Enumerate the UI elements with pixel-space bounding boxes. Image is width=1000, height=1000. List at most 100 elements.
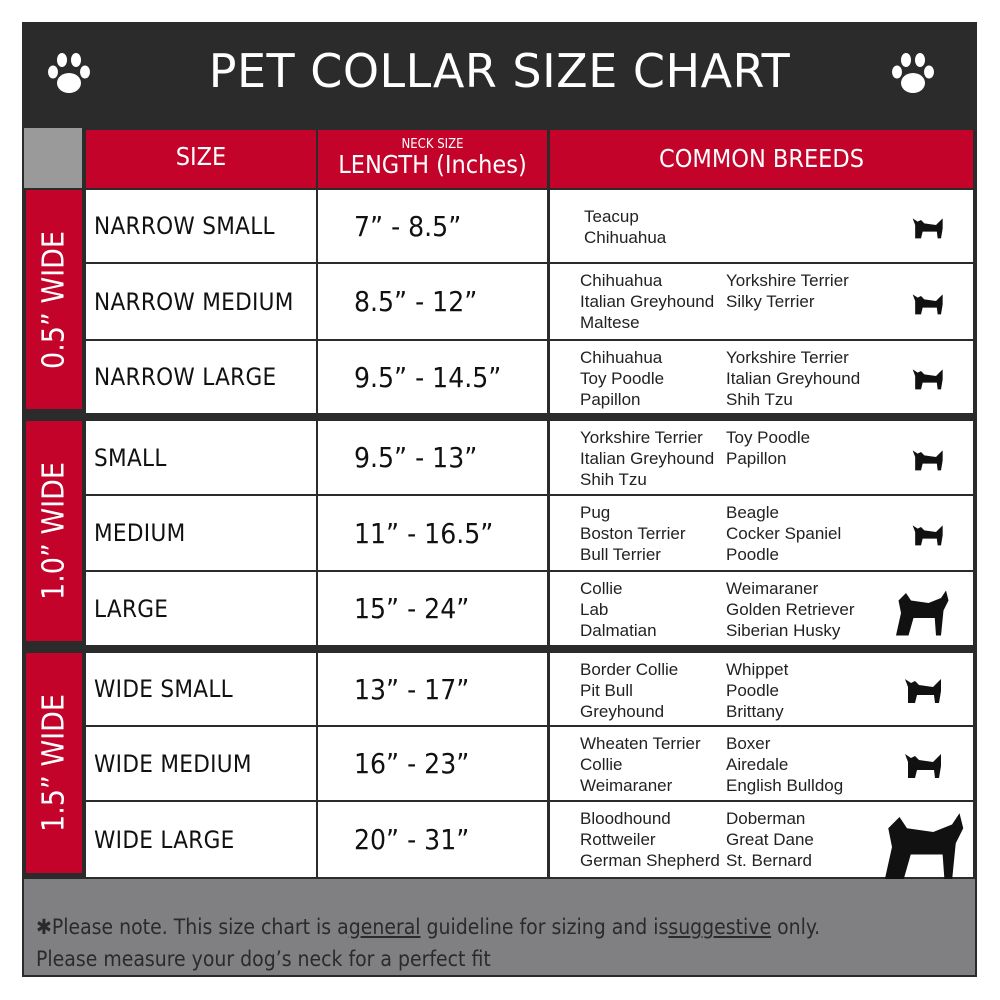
breed-name: Airedale (726, 755, 789, 774)
breed-name: Chihuahua (584, 228, 667, 247)
breeds-column-2: Yorkshire Terrier Silky Terrier (726, 270, 849, 312)
column-header-length-label: LENGTH (Inches) (338, 150, 527, 179)
length-cell: 9.5” - 14.5” (318, 341, 547, 413)
breed-name: Weimaraner (726, 579, 819, 598)
column-header-size: SIZE (86, 130, 316, 188)
breed-name: Papillon (726, 449, 787, 468)
breeds-cell: Border Collie Pit Bull Greyhound Whippet Poo… (550, 653, 973, 725)
size-cell: SMALL (86, 421, 316, 494)
pomeranian-silhouette-icon (912, 369, 943, 390)
footer-note: ✱Please note. This size chart is agenera… (24, 879, 975, 975)
footer-line-1: ✱Please note. This size chart is agenera… (36, 911, 975, 943)
breeds-cell: Yorkshire Terrier Italian Greyhound Shih T… (550, 421, 973, 494)
pitbull-silhouette-icon (905, 753, 941, 778)
size-cell: MEDIUM (86, 496, 316, 570)
breed-name: Border Collie (580, 660, 679, 679)
length-cell: 8.5” - 12” (318, 264, 547, 339)
column-header-size-label: SIZE (175, 142, 227, 171)
breed-name: Greyhound (580, 702, 665, 721)
breed-name: St. Bernard (726, 851, 812, 870)
breed-name: Dalmatian (580, 621, 657, 640)
breeds-cell: Chihuahua Toy Poodle Papillon Yorkshire Ter… (550, 341, 973, 413)
breed-name: Chihuahua (580, 348, 663, 367)
breeds-cell: Pug Boston Terrier Bull Terrier Beagle Cocke… (550, 496, 973, 570)
breed-name: Collie (580, 755, 623, 774)
breed-name: Silky Terrier (726, 292, 815, 311)
breed-name: Brittany (726, 702, 784, 721)
length-cell: 9.5” - 13” (318, 421, 547, 494)
breeds-column-1: Bloodhound Rottweiler German Shepherd (580, 808, 720, 871)
breed-name: Italian Greyhound (580, 292, 715, 311)
breed-name: Wheaten Terrier (580, 734, 701, 753)
width-group-text: 1.0” WIDE (36, 462, 72, 600)
breeds-column-2: Boxer Airedale English Bulldog (726, 733, 843, 796)
breed-name: Yorkshire Terrier (726, 271, 849, 290)
breed-name: Cocker Spaniel (726, 524, 842, 543)
column-header-length: NECK SIZE LENGTH (Inches) (318, 130, 547, 188)
breed-name: Whippet (726, 660, 789, 679)
breed-name: Italian Greyhound (726, 369, 861, 388)
breed-name: Poodle (726, 681, 779, 700)
breed-name: Bloodhound (580, 809, 671, 828)
breed-name: Shih Tzu (580, 470, 647, 489)
breeds-column-2: Whippet Poodle Brittany (726, 659, 788, 722)
footer-line-2: Please measure your dog’s neck for a per… (36, 947, 491, 971)
footer-text: guideline for sizing and is (420, 915, 669, 939)
breeds-column-1: Teacup Chihuahua (584, 206, 666, 248)
page-title: PET COLLAR SIZE CHART (208, 44, 791, 98)
length-cell: 13” - 17” (318, 653, 547, 725)
size-cell: WIDE MEDIUM (86, 727, 316, 800)
breed-name: Italian Greyhound (580, 449, 715, 468)
size-cell: NARROW LARGE (86, 341, 316, 413)
width-group-label: 1.0” WIDE (26, 421, 82, 641)
breed-name: German Shepherd (580, 851, 720, 870)
column-header-neck-size-label: NECK SIZE (401, 137, 464, 152)
breed-name: Chihuahua (580, 271, 663, 290)
breed-name: Bull Terrier (580, 545, 661, 564)
breed-name: Siberian Husky (726, 621, 841, 640)
breed-name: Weimaraner (580, 776, 673, 795)
footer-emphasis-suggestive: suggestive (668, 915, 772, 939)
length-cell: 20” - 31” (318, 802, 547, 877)
breed-name: Yorkshire Terrier (726, 348, 849, 367)
footer-text: ✱Please note. This size chart is a (36, 915, 349, 939)
breed-name: Toy Poodle (580, 369, 665, 388)
breeds-cell: Wheaten Terrier Collie Weimaraner Boxer Aire… (550, 727, 973, 800)
breed-name: Papillon (580, 390, 641, 409)
breeds-cell: Teacup Chihuahua (550, 190, 973, 262)
width-group-label: 0.5” WIDE (26, 190, 82, 409)
size-cell: WIDE SMALL (86, 653, 316, 725)
doberman-silhouette-icon (884, 813, 964, 881)
bulldog-silhouette-icon (905, 679, 941, 703)
breeds-column-2: Beagle Cocker Spaniel Poodle (726, 502, 841, 565)
breeds-column-2: Yorkshire Terrier Italian Greyhound Shih T… (726, 347, 860, 410)
length-cell: 7” - 8.5” (318, 190, 547, 262)
footer-emphasis-general: general (348, 915, 421, 939)
paw-print-icon (892, 53, 934, 93)
breeds-column-1: Chihuahua Toy Poodle Papillon (580, 347, 664, 410)
column-header-breeds-label: COMMON BREEDS (659, 144, 864, 173)
breeds-column-1: Yorkshire Terrier Italian Greyhound Shih T… (580, 427, 714, 490)
header-banner: PET COLLAR SIZE CHART (22, 22, 977, 128)
length-cell: 16” - 23” (318, 727, 547, 800)
breeds-column-1: Wheaten Terrier Collie Weimaraner (580, 733, 701, 796)
breeds-column-2: Weimaraner Golden Retriever Siberian Husky (726, 578, 855, 641)
breed-name: Shih Tzu (726, 390, 793, 409)
breeds-column-2: Toy Poodle Papillon (726, 427, 810, 469)
shepherd-silhouette-icon (896, 590, 949, 635)
length-cell: 15” - 24” (318, 572, 547, 645)
size-cell: WIDE LARGE (86, 802, 316, 877)
length-cell: 11” - 16.5” (318, 496, 547, 570)
breed-name: Golden Retriever (726, 600, 855, 619)
breeds-column-1: Pug Boston Terrier Bull Terrier (580, 502, 686, 565)
breeds-cell: Collie Lab Dalmatian Weimaraner Golden Retri… (550, 572, 973, 645)
breeds-column-1: Border Collie Pit Bull Greyhound (580, 659, 678, 722)
size-cell: LARGE (86, 572, 316, 645)
footer-text: only. (771, 915, 821, 939)
breeds-column-1: Chihuahua Italian Greyhound Maltese (580, 270, 714, 333)
breed-name: Beagle (726, 503, 779, 522)
width-group-text: 1.5” WIDE (36, 694, 72, 832)
breeds-column-2: Doberman Great Dane St. Bernard (726, 808, 814, 871)
yorkie-silhouette-icon (912, 218, 943, 239)
breed-name: Boxer (726, 734, 771, 753)
